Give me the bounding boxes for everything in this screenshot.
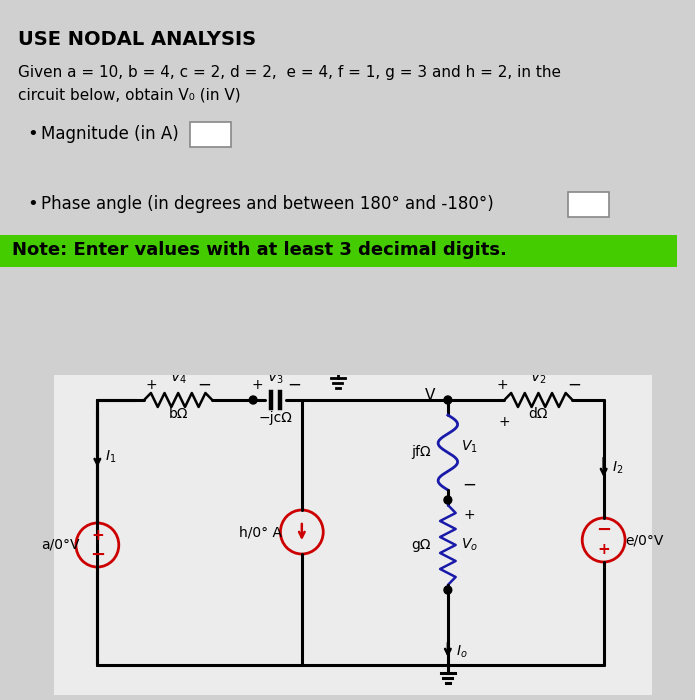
Text: $I_o$: $I_o$ bbox=[456, 644, 467, 660]
Text: •: • bbox=[27, 195, 38, 213]
Text: −: − bbox=[462, 476, 476, 494]
Text: •: • bbox=[27, 125, 38, 143]
Text: $V_3$: $V_3$ bbox=[267, 370, 284, 386]
Text: −: − bbox=[568, 376, 582, 394]
Text: a/0°V: a/0°V bbox=[41, 538, 80, 552]
Text: jfΩ: jfΩ bbox=[411, 445, 430, 459]
Text: +: + bbox=[597, 542, 610, 557]
Text: −jcΩ: −jcΩ bbox=[259, 411, 293, 425]
Text: $I_1$: $I_1$ bbox=[106, 449, 117, 466]
Text: V: V bbox=[425, 388, 436, 402]
Bar bbox=[0, 0, 677, 375]
Bar bbox=[568, 192, 609, 217]
Text: +: + bbox=[145, 378, 157, 392]
Bar bbox=[54, 375, 653, 695]
Text: gΩ: gΩ bbox=[411, 538, 430, 552]
Text: +: + bbox=[497, 378, 508, 392]
Text: +: + bbox=[251, 378, 263, 392]
Text: $V_2$: $V_2$ bbox=[530, 370, 547, 386]
Text: $V_1$: $V_1$ bbox=[461, 439, 477, 455]
Text: −: − bbox=[90, 546, 105, 564]
Text: −: − bbox=[197, 376, 211, 394]
Text: h/0° A: h/0° A bbox=[240, 525, 282, 539]
Circle shape bbox=[444, 496, 452, 504]
Text: Note: Enter values with at least 3 decimal digits.: Note: Enter values with at least 3 decim… bbox=[12, 241, 507, 259]
Text: −: − bbox=[596, 521, 611, 539]
Text: Phase angle (in degrees and between 180° and -180°): Phase angle (in degrees and between 180°… bbox=[41, 195, 493, 213]
Circle shape bbox=[444, 396, 452, 404]
Text: $I_2$: $I_2$ bbox=[612, 460, 623, 476]
Text: e/0°V: e/0°V bbox=[626, 533, 664, 547]
Text: $V_o$: $V_o$ bbox=[461, 537, 477, 553]
Bar bbox=[0, 235, 677, 267]
Text: +: + bbox=[91, 528, 104, 542]
Text: +: + bbox=[498, 415, 510, 429]
Text: Given a = 10, b = 4, c = 2, d = 2,  e = 4, f = 1, g = 3 and h = 2, in the: Given a = 10, b = 4, c = 2, d = 2, e = 4… bbox=[17, 65, 561, 80]
Circle shape bbox=[444, 586, 452, 594]
Text: −: − bbox=[287, 376, 301, 394]
Text: USE NODAL ANALYSIS: USE NODAL ANALYSIS bbox=[17, 30, 256, 49]
Circle shape bbox=[250, 396, 257, 404]
Text: Magnitude (in A): Magnitude (in A) bbox=[41, 125, 179, 143]
Bar bbox=[190, 122, 231, 147]
Text: circuit below, obtain V₀ (in V): circuit below, obtain V₀ (in V) bbox=[17, 88, 240, 103]
Text: bΩ: bΩ bbox=[168, 407, 188, 421]
Text: dΩ: dΩ bbox=[529, 407, 548, 421]
Text: +: + bbox=[464, 508, 475, 522]
Text: $V_4$: $V_4$ bbox=[170, 370, 187, 386]
